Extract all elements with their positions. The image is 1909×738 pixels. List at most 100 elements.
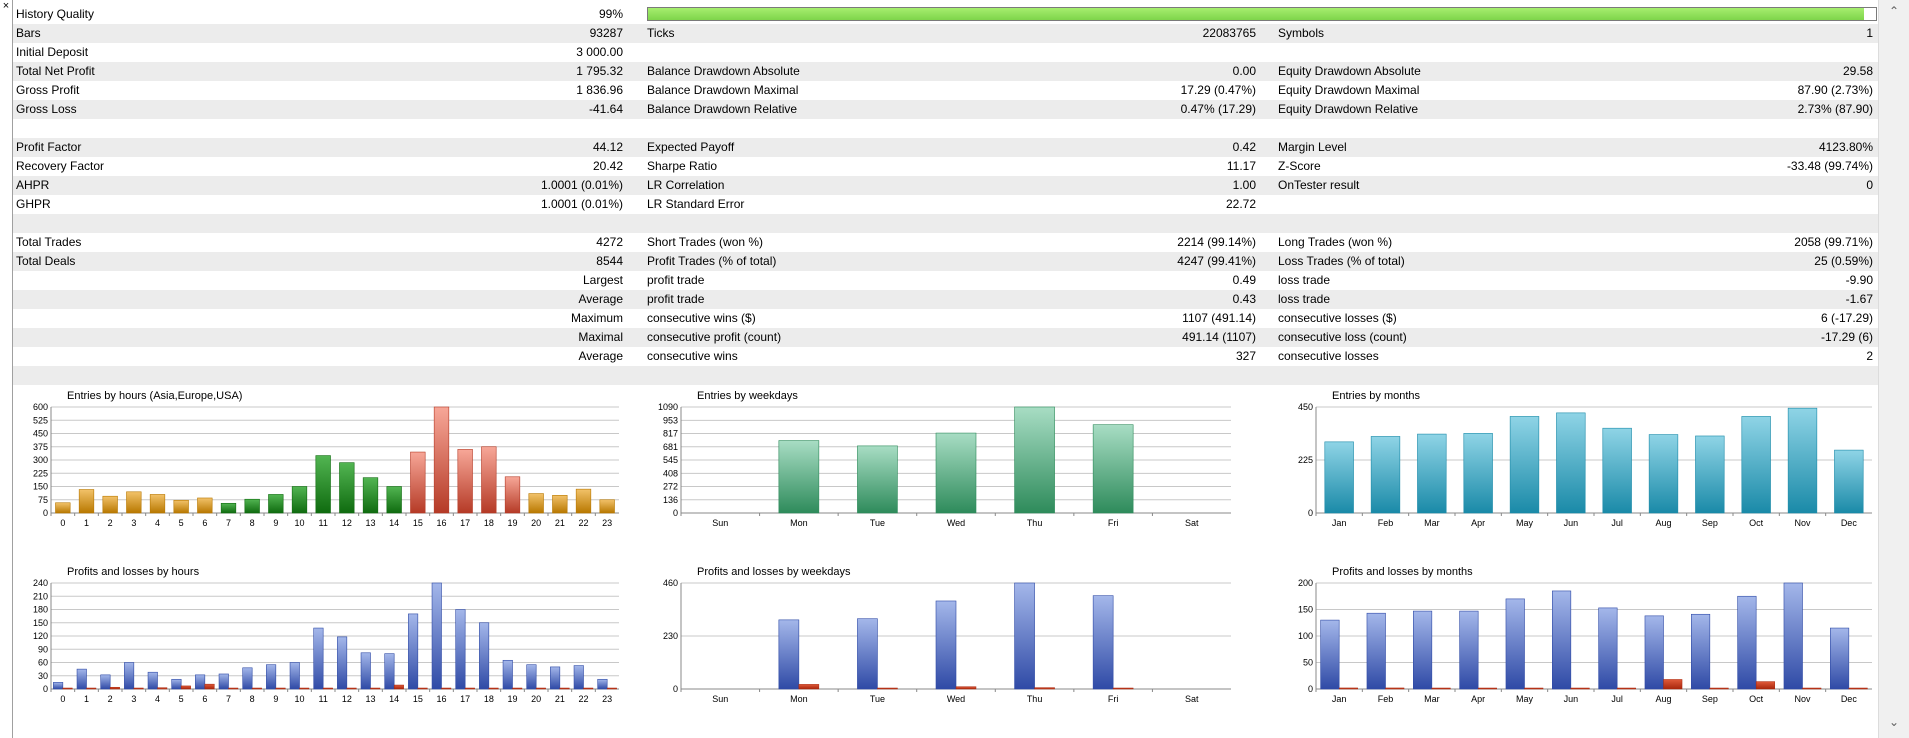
y-tick-label: 210: [33, 591, 48, 601]
y-tick-label: 0: [43, 684, 48, 694]
y-tick-label: 525: [33, 415, 48, 425]
bar: [1648, 434, 1679, 514]
profit-bar: [857, 618, 878, 690]
loss-bar: [1663, 679, 1683, 690]
x-tick-label: Mon: [790, 694, 808, 704]
report-cell: Long Trades (won %): [1278, 235, 1393, 249]
loss-bar: [1112, 687, 1134, 690]
x-tick-label: 21: [555, 694, 565, 704]
bar: [1602, 427, 1632, 514]
report-cell: Average: [578, 349, 623, 363]
bar: [1509, 416, 1540, 514]
y-tick-label: 375: [33, 442, 48, 452]
close-icon[interactable]: ×: [2, 0, 10, 12]
report-cell: [1573, 366, 1873, 385]
x-tick-label: 0: [60, 694, 65, 704]
bar: [197, 497, 213, 514]
scroll-down-icon[interactable]: ⌄: [1888, 715, 1900, 729]
bar: [149, 494, 166, 514]
report-cell: 2.73% (87.90): [1797, 102, 1873, 116]
report-cell: -1.67: [1845, 292, 1873, 306]
history-quality-bar-fill: [648, 8, 1864, 20]
loss-bar: [1570, 687, 1590, 690]
x-tick-label: 18: [484, 694, 494, 704]
y-tick-label: 0: [1308, 684, 1313, 694]
chart-4: Profits and losses by weekdays 0 230 460 Sun…: [663, 566, 1231, 704]
report-row: Total Net Profit 1 795.32 Balance Drawdown…: [13, 62, 1878, 81]
profit-bar: [1014, 582, 1035, 690]
report-cell: 0.43: [1232, 292, 1256, 306]
history-quality-bar: [647, 7, 1877, 21]
chart-title: Entries by months: [1332, 390, 1421, 402]
bar: [552, 495, 568, 514]
report-cell: LR Standard Error: [647, 197, 745, 211]
report-cell: [647, 366, 967, 385]
x-tick-label: 16: [436, 694, 446, 704]
report-cell: Maximum: [570, 311, 623, 325]
profit-bar: [778, 619, 800, 690]
report-cell: Initial Deposit: [16, 45, 89, 59]
report-cell: Loss Trades (% of total): [1278, 254, 1405, 268]
vertical-scrollbar[interactable]: ⌃ ⌄: [1878, 0, 1909, 738]
profit-bar: [573, 665, 584, 690]
bar: [575, 488, 592, 514]
chart-5: Profits and losses by months 0 50 100 150 200…: [1298, 566, 1872, 704]
y-tick-label: 50: [1303, 658, 1313, 668]
report-cell: 25 (0.59%): [1814, 254, 1873, 268]
report-cell: [16, 347, 316, 366]
x-tick-label: 5: [179, 518, 184, 528]
x-tick-label: Dec: [1841, 518, 1858, 528]
bar: [339, 462, 355, 514]
loss-bar: [86, 687, 97, 690]
bar: [220, 502, 237, 514]
profit-bar: [384, 653, 395, 690]
y-tick-label: 180: [33, 605, 48, 615]
profit-bar: [935, 600, 957, 690]
x-tick-label: 4: [155, 518, 160, 528]
history-quality-label: History Quality: [16, 7, 95, 21]
report-row: Maximum consecutive wins ($) 1107 (491.14)…: [13, 309, 1878, 328]
y-tick-label: 600: [33, 402, 48, 412]
x-tick-label: 2: [108, 518, 113, 528]
loss-bar: [346, 687, 357, 690]
x-tick-label: 2: [108, 694, 113, 704]
profit-bar: [526, 664, 537, 690]
report-cell: Equity Drawdown Maximal: [1278, 83, 1420, 97]
x-tick-label: 12: [342, 518, 352, 528]
x-tick-label: May: [1516, 518, 1534, 528]
report-cell: Bars: [16, 26, 41, 40]
bar: [457, 449, 473, 514]
profit-bar: [1552, 590, 1572, 690]
y-tick-label: 136: [663, 495, 678, 505]
x-tick-label: Mar: [1424, 694, 1440, 704]
report-cell: [1278, 119, 1598, 138]
report-cell: profit trade: [647, 292, 705, 306]
bar: [1370, 436, 1401, 514]
x-tick-label: Jul: [1611, 694, 1623, 704]
profit-bar: [124, 662, 135, 690]
profit-bar: [502, 659, 513, 690]
x-tick-label: 1: [84, 694, 89, 704]
x-tick-label: 8: [250, 694, 255, 704]
y-tick-label: 90: [38, 644, 48, 654]
report-cell: [16, 214, 316, 233]
x-tick-label: Sun: [712, 694, 728, 704]
report-cell: Ticks: [647, 26, 675, 40]
profit-bar: [1366, 612, 1386, 690]
report-cell: [16, 328, 316, 347]
bar: [1324, 441, 1354, 514]
report-cell: Expected Payoff: [647, 140, 735, 154]
scroll-up-icon[interactable]: ⌃: [1888, 4, 1900, 18]
x-tick-label: 19: [507, 518, 517, 528]
bar: [1787, 407, 1818, 514]
x-tick-label: Thu: [1027, 694, 1043, 704]
report-cell: [1573, 119, 1873, 138]
loss-bar: [275, 687, 286, 690]
report-cell: Total Trades: [16, 235, 82, 249]
report-cell: 11.17: [1226, 159, 1256, 173]
report-cell: 44.12: [592, 140, 623, 154]
loss-bar: [204, 683, 215, 690]
report-cell: loss trade: [1278, 292, 1331, 306]
x-tick-label: Mar: [1424, 518, 1440, 528]
profit-bar: [408, 613, 419, 690]
